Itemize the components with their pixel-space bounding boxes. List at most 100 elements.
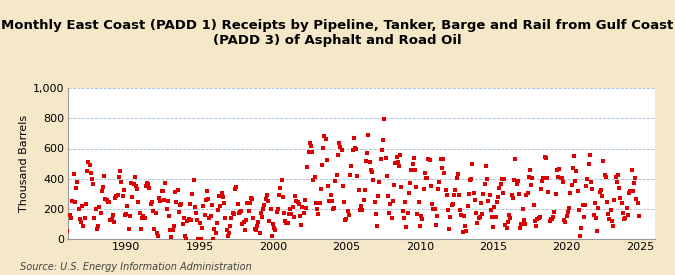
- Point: [404, 191, 414, 196]
- Point: [286, 212, 297, 216]
- Point: [223, 231, 234, 235]
- Point: [173, 210, 184, 214]
- Point: [558, 180, 568, 185]
- Point: [455, 208, 466, 212]
- Point: [372, 224, 383, 228]
- Point: [541, 155, 551, 160]
- Point: [538, 176, 549, 180]
- Point: [404, 181, 415, 185]
- Point: [130, 175, 140, 180]
- Point: [284, 211, 294, 216]
- Point: [336, 147, 347, 152]
- Point: [306, 150, 317, 154]
- Point: [113, 175, 124, 179]
- Point: [199, 213, 210, 218]
- Point: [132, 186, 142, 191]
- Point: [331, 173, 342, 177]
- Point: [589, 201, 600, 206]
- Point: [231, 185, 242, 189]
- Point: [270, 227, 281, 232]
- Point: [348, 136, 359, 140]
- Point: [371, 212, 381, 216]
- Point: [329, 206, 340, 210]
- Point: [394, 163, 404, 168]
- Point: [615, 196, 626, 200]
- Point: [264, 219, 275, 223]
- Point: [390, 160, 401, 165]
- Point: [427, 201, 437, 206]
- Point: [134, 211, 145, 216]
- Point: [85, 170, 96, 175]
- Point: [511, 182, 522, 186]
- Point: [309, 175, 320, 179]
- Point: [613, 172, 624, 177]
- Point: [462, 204, 473, 208]
- Point: [377, 148, 387, 152]
- Point: [221, 228, 232, 232]
- Point: [209, 227, 219, 232]
- Point: [625, 189, 636, 194]
- Point: [495, 182, 506, 186]
- Point: [532, 217, 543, 221]
- Point: [153, 234, 163, 238]
- Point: [230, 187, 240, 191]
- Point: [484, 193, 495, 198]
- Point: [145, 202, 156, 206]
- Point: [386, 216, 397, 220]
- Point: [315, 187, 326, 191]
- Point: [105, 218, 115, 222]
- Point: [335, 145, 346, 149]
- Point: [183, 217, 194, 221]
- Point: [256, 215, 267, 219]
- Point: [485, 208, 496, 212]
- Point: [100, 197, 111, 201]
- Point: [454, 193, 464, 197]
- Point: [90, 207, 101, 211]
- Point: [537, 178, 547, 183]
- Point: [379, 117, 389, 122]
- Point: [550, 191, 561, 196]
- Point: [479, 182, 490, 186]
- Point: [529, 218, 540, 223]
- Point: [450, 188, 461, 192]
- Point: [435, 157, 446, 162]
- Point: [244, 200, 255, 205]
- Point: [275, 185, 286, 190]
- Point: [369, 199, 380, 204]
- Point: [555, 176, 566, 180]
- Point: [116, 180, 127, 184]
- Point: [236, 209, 246, 213]
- Point: [412, 211, 423, 216]
- Point: [345, 173, 356, 177]
- Point: [478, 191, 489, 196]
- Point: [319, 134, 330, 138]
- Point: [133, 200, 144, 204]
- Point: [213, 208, 223, 212]
- Point: [428, 207, 439, 211]
- Point: [196, 237, 207, 241]
- Point: [535, 187, 546, 192]
- Point: [207, 203, 217, 207]
- Point: [312, 207, 323, 211]
- Point: [496, 177, 507, 181]
- Point: [154, 196, 165, 201]
- Point: [451, 176, 462, 180]
- Point: [407, 162, 418, 166]
- Point: [526, 183, 537, 187]
- Point: [202, 189, 213, 194]
- Point: [367, 169, 377, 174]
- Point: [258, 207, 269, 211]
- Point: [633, 214, 644, 219]
- Point: [76, 220, 86, 225]
- Point: [505, 216, 516, 220]
- Point: [618, 211, 628, 216]
- Point: [632, 201, 643, 205]
- Point: [592, 229, 603, 233]
- Point: [389, 183, 400, 188]
- Point: [303, 150, 314, 154]
- Point: [71, 186, 82, 190]
- Point: [472, 220, 483, 225]
- Point: [320, 137, 331, 141]
- Point: [128, 182, 139, 186]
- Point: [333, 153, 344, 158]
